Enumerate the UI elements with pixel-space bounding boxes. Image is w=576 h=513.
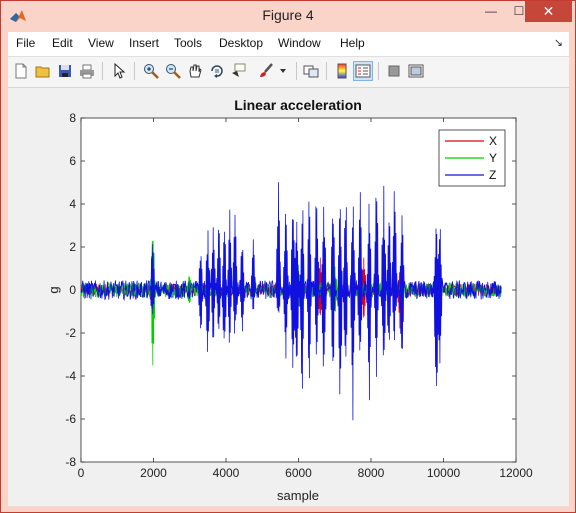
pointer-icon[interactable]: [109, 61, 129, 81]
menu-tools[interactable]: Tools: [174, 36, 203, 50]
legend-icon[interactable]: [353, 61, 373, 81]
y-tick-label: -2: [65, 326, 76, 340]
figure-client-area: File Edit View Insert Tools Desktop Wind…: [8, 32, 569, 506]
menu-view[interactable]: View: [88, 36, 114, 50]
zoom-in-icon[interactable]: [141, 61, 161, 81]
open-file-icon[interactable]: [33, 61, 53, 81]
new-figure-icon[interactable]: [11, 61, 31, 81]
series-layer: [80, 182, 502, 421]
close-button[interactable]: ✕: [525, 1, 572, 22]
y-tick-label: 6: [69, 154, 76, 168]
x-axis-label: sample: [277, 488, 319, 503]
print-icon[interactable]: [77, 61, 97, 81]
legend-label-x: X: [489, 134, 497, 148]
title-bar[interactable]: Figure 4 — ☐ ✕: [1, 1, 575, 32]
toolbar-separator: [296, 62, 297, 80]
menu-edit[interactable]: Edit: [52, 36, 73, 50]
window-title: Figure 4: [262, 7, 314, 23]
x-tick-label: 8000: [358, 466, 385, 480]
colorbar-icon[interactable]: [332, 61, 352, 81]
y-tick-label: 2: [69, 240, 76, 254]
legend[interactable]: X Y Z: [438, 129, 506, 187]
x-tick-label: 12000: [499, 466, 533, 480]
pan-icon[interactable]: [185, 61, 205, 81]
legend-label-z: Z: [489, 168, 496, 182]
hide-plot-tools-icon[interactable]: [384, 61, 404, 81]
brush-icon[interactable]: [256, 61, 276, 81]
ticks-layer: 0 2000 4000 6000 8000 10000 12000 -8 -6 -4 -2 0 2 4 6 8: [65, 111, 533, 480]
acceleration-chart[interactable]: 0 2000 4000 6000 8000 10000 12000 -8 -6 -4 -2 0 2 4 6 8…: [8, 88, 569, 506]
menu-desktop[interactable]: Desktop: [219, 36, 264, 50]
y-axis-label: g: [46, 286, 61, 293]
y-tick-label: -6: [65, 412, 76, 426]
toolbar-separator: [134, 62, 135, 80]
chart-title: Linear acceleration: [234, 97, 362, 113]
x-tick-label: 4000: [213, 466, 240, 480]
series-line-z: [80, 182, 502, 421]
maximize-button[interactable]: ☐: [513, 4, 525, 18]
toolbar-separator: [326, 62, 327, 80]
zoom-out-icon[interactable]: [163, 61, 183, 81]
x-tick-label: 6000: [285, 466, 312, 480]
menu-insert[interactable]: Insert: [129, 36, 160, 50]
minimize-button[interactable]: —: [485, 4, 497, 18]
menu-help[interactable]: Help: [340, 36, 365, 50]
y-tick-label: 8: [69, 111, 76, 125]
dock-figure-icon[interactable]: ↘: [553, 37, 563, 49]
link-plot-icon[interactable]: [301, 61, 321, 81]
x-tick-label: 10000: [427, 466, 461, 480]
y-tick-label: 0: [69, 283, 76, 297]
menu-bar: File Edit View Insert Tools Desktop Wind…: [8, 32, 569, 57]
brush-dropdown-icon[interactable]: [277, 61, 289, 81]
x-tick-label: 0: [78, 466, 85, 480]
legend-label-y: Y: [489, 151, 497, 165]
y-tick-label: -4: [65, 369, 76, 383]
figure-toolbar: [8, 57, 569, 88]
y-tick-label: 4: [69, 197, 76, 211]
menu-window[interactable]: Window: [278, 36, 321, 50]
rotate-3d-icon[interactable]: [207, 61, 227, 81]
figure-canvas: 0 2000 4000 6000 8000 10000 12000 -8 -6 -4 -2 0 2 4 6 8…: [8, 88, 569, 506]
save-icon[interactable]: [55, 61, 75, 81]
show-plot-tools-icon[interactable]: [406, 61, 426, 81]
toolbar-separator: [102, 62, 103, 80]
data-cursor-icon[interactable]: [229, 61, 249, 81]
toolbar-separator: [378, 62, 379, 80]
y-tick-label: -8: [65, 455, 76, 469]
matlab-logo-icon: [10, 10, 26, 22]
menu-file[interactable]: File: [16, 36, 36, 50]
x-tick-label: 2000: [140, 466, 167, 480]
